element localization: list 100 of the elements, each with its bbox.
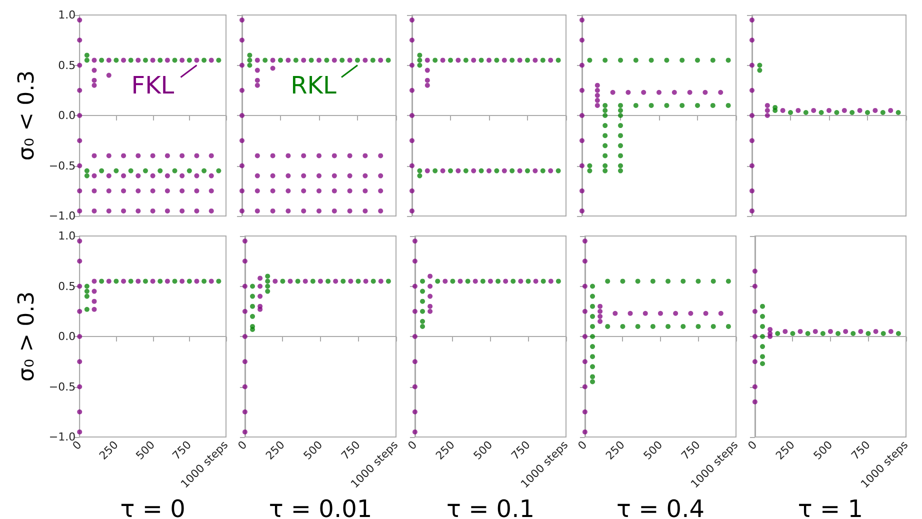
point bbox=[750, 88, 754, 93]
point bbox=[417, 173, 422, 178]
point bbox=[517, 58, 522, 63]
point bbox=[580, 88, 584, 93]
point bbox=[517, 168, 522, 174]
point bbox=[896, 330, 901, 336]
point bbox=[92, 306, 97, 312]
point bbox=[626, 90, 631, 95]
point bbox=[194, 188, 200, 194]
x-tick-label: 250 bbox=[773, 438, 798, 462]
point bbox=[582, 334, 588, 339]
point bbox=[556, 168, 561, 174]
point bbox=[518, 278, 524, 284]
point bbox=[556, 278, 561, 284]
point bbox=[510, 278, 516, 284]
point bbox=[760, 344, 766, 350]
point bbox=[618, 58, 623, 63]
point bbox=[656, 90, 662, 95]
point bbox=[136, 58, 141, 63]
point bbox=[247, 62, 252, 68]
point bbox=[106, 72, 112, 78]
point bbox=[332, 58, 337, 63]
point bbox=[301, 153, 306, 158]
point bbox=[780, 108, 786, 113]
point bbox=[378, 58, 384, 63]
point bbox=[440, 58, 446, 63]
point bbox=[590, 364, 596, 370]
point bbox=[386, 58, 391, 63]
point bbox=[136, 188, 141, 194]
point bbox=[582, 258, 588, 264]
point bbox=[84, 306, 90, 312]
point bbox=[424, 58, 430, 63]
point bbox=[618, 102, 623, 108]
point bbox=[448, 58, 453, 63]
point bbox=[590, 314, 596, 319]
point bbox=[888, 328, 894, 334]
point bbox=[618, 153, 623, 158]
point bbox=[726, 102, 731, 108]
point bbox=[92, 278, 97, 284]
point bbox=[582, 359, 588, 364]
point bbox=[172, 168, 178, 174]
point bbox=[478, 168, 484, 174]
point bbox=[420, 298, 426, 304]
point bbox=[428, 284, 433, 289]
point bbox=[687, 90, 692, 95]
point bbox=[532, 168, 538, 174]
point bbox=[347, 58, 352, 63]
point bbox=[114, 168, 119, 174]
point bbox=[750, 113, 754, 118]
point bbox=[142, 278, 148, 284]
point bbox=[180, 188, 185, 194]
y-tick-label: 0.0 bbox=[58, 330, 76, 343]
point bbox=[718, 90, 724, 95]
point bbox=[533, 278, 538, 284]
point bbox=[760, 334, 766, 339]
point bbox=[420, 318, 426, 324]
point bbox=[180, 58, 185, 63]
point bbox=[194, 278, 200, 284]
point bbox=[77, 62, 82, 68]
point bbox=[412, 429, 418, 434]
point bbox=[99, 278, 104, 284]
point bbox=[412, 238, 418, 244]
point bbox=[242, 334, 248, 339]
point bbox=[250, 284, 256, 289]
point bbox=[696, 324, 701, 329]
point bbox=[695, 58, 700, 63]
point bbox=[590, 284, 596, 289]
point bbox=[888, 108, 894, 113]
point bbox=[247, 58, 252, 63]
point bbox=[355, 58, 360, 63]
x-tick-label: 500 bbox=[133, 438, 158, 462]
point bbox=[242, 238, 248, 244]
point bbox=[428, 304, 433, 309]
point bbox=[435, 278, 440, 284]
point bbox=[710, 278, 716, 284]
point bbox=[750, 188, 754, 194]
point bbox=[247, 52, 252, 58]
point bbox=[362, 58, 368, 63]
point bbox=[811, 108, 816, 113]
point bbox=[150, 153, 156, 158]
point bbox=[92, 58, 97, 63]
point bbox=[288, 278, 293, 284]
x-axis-title: τ = 0.4 bbox=[616, 495, 704, 519]
point bbox=[760, 324, 766, 329]
x-axis-title: τ = 1 bbox=[798, 495, 864, 519]
point bbox=[420, 324, 426, 329]
point bbox=[150, 188, 156, 194]
point bbox=[208, 188, 214, 194]
point bbox=[428, 308, 433, 314]
point bbox=[582, 409, 588, 414]
point bbox=[410, 208, 414, 214]
point bbox=[812, 328, 818, 334]
y-tick-label: 1.0 bbox=[58, 8, 76, 22]
point bbox=[99, 168, 104, 174]
point bbox=[164, 173, 170, 178]
point bbox=[150, 208, 156, 214]
point bbox=[77, 284, 82, 289]
point bbox=[635, 324, 640, 329]
point bbox=[752, 284, 758, 289]
point bbox=[77, 359, 82, 364]
